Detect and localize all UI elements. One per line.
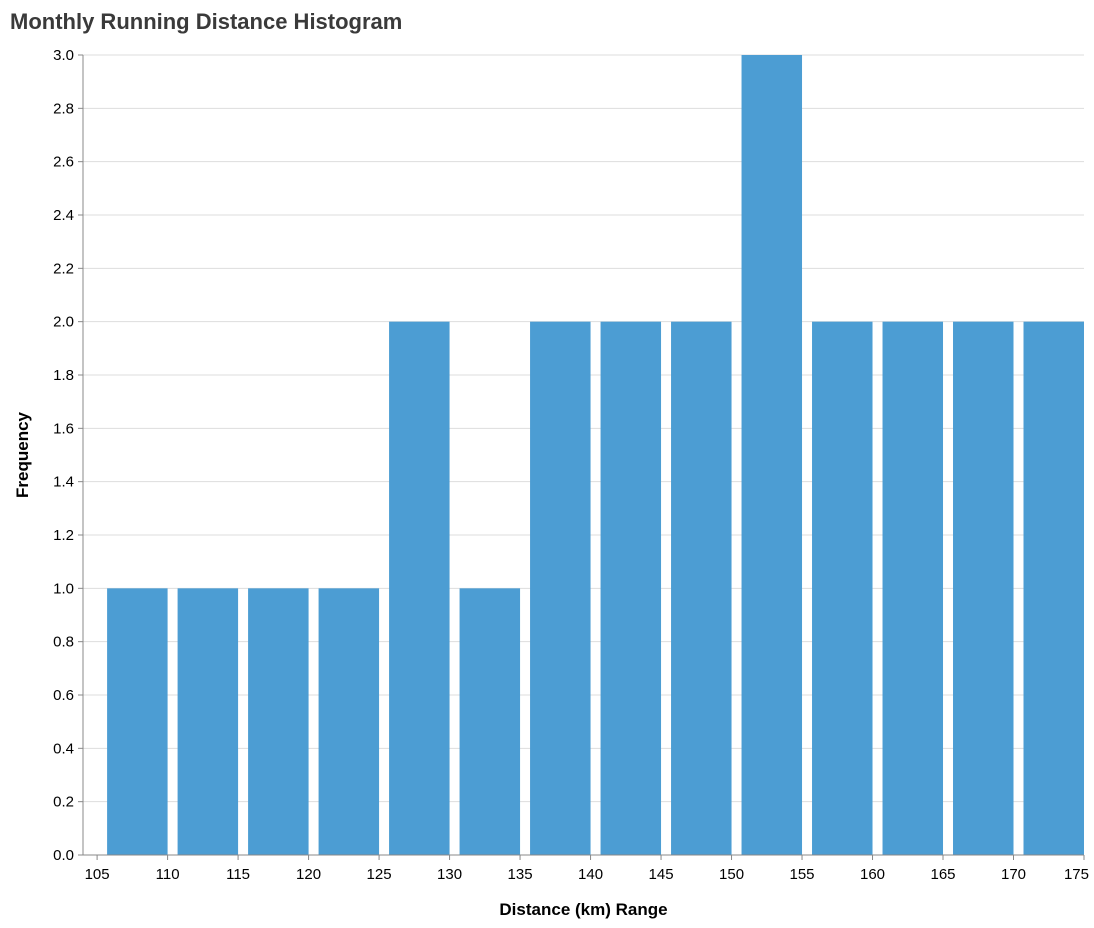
histogram-bar-165-170 [953,321,1014,856]
x-tick-label: 150 [719,866,744,883]
y-tick-label: 1.8 [53,367,74,384]
y-tick-label: 2.2 [53,260,74,277]
histogram-bar-140-145 [600,321,662,856]
x-tick-label: 115 [226,866,250,883]
x-axis-ticks: 105 110 115 120 125 130 135 140 145 150 155 160 165 1… [85,855,1089,883]
histogram-bar-160-165 [882,321,944,856]
y-axis-title: Frequency [13,411,32,498]
x-tick-label: 175 [1064,866,1089,883]
x-tick-label: 160 [860,866,885,883]
y-tick-label: 0.6 [53,687,74,704]
y-tick-label: 1.2 [53,527,74,544]
histogram-bar-125-130 [389,321,450,856]
x-tick-label: 125 [367,866,392,883]
x-tick-label: 155 [790,866,815,883]
x-tick-label: 170 [1001,866,1026,883]
histogram-bar-130-135 [459,588,521,855]
y-tick-label: 2.8 [53,100,74,117]
x-tick-label: 145 [649,866,674,883]
histogram-bar-110-115 [177,588,239,855]
chart-title: Monthly Running Distance Histogram [10,9,402,34]
x-tick-label: 140 [578,866,603,883]
x-tick-label: 130 [437,866,462,883]
y-tick-label: 2.4 [53,207,74,224]
histogram-bar-155-160 [812,321,873,856]
y-tick-label: 2.0 [53,314,74,331]
y-tick-label: 2.6 [53,154,74,171]
x-axis-title: Distance (km) Range [499,900,667,919]
x-tick-label: 110 [156,866,180,883]
y-tick-label: 1.6 [53,420,74,437]
histogram-bar-115-120 [248,588,309,855]
y-tick-label: 0.4 [53,740,74,757]
x-tick-label: 135 [508,866,533,883]
histogram-bar-150-155 [741,55,803,855]
histogram-bar-120-125 [318,588,380,855]
y-tick-label: 0.8 [53,634,74,651]
y-tick-label: 1.4 [53,474,74,491]
y-tick-label: 1.0 [53,580,74,597]
x-tick-label: 105 [85,866,110,883]
y-tick-label: 0.0 [53,847,74,864]
bars [107,55,1084,856]
histogram-bar-145-150 [671,321,732,856]
histogram-bar-170-175 [1023,321,1084,856]
x-tick-label: 165 [930,866,955,883]
y-tick-label: 3.0 [53,47,74,64]
y-tick-label: 0.2 [53,794,74,811]
y-axis-ticks: 0.0 0.2 0.4 0.6 0.8 1.0 1.2 1.4 1.6 1.8 2.0 2.2 2.4 2… [53,47,83,864]
axes [82,55,1084,856]
histogram-bar-135-140 [530,321,591,856]
x-tick-label: 120 [296,866,321,883]
histogram-bar-105-110 [107,588,168,855]
